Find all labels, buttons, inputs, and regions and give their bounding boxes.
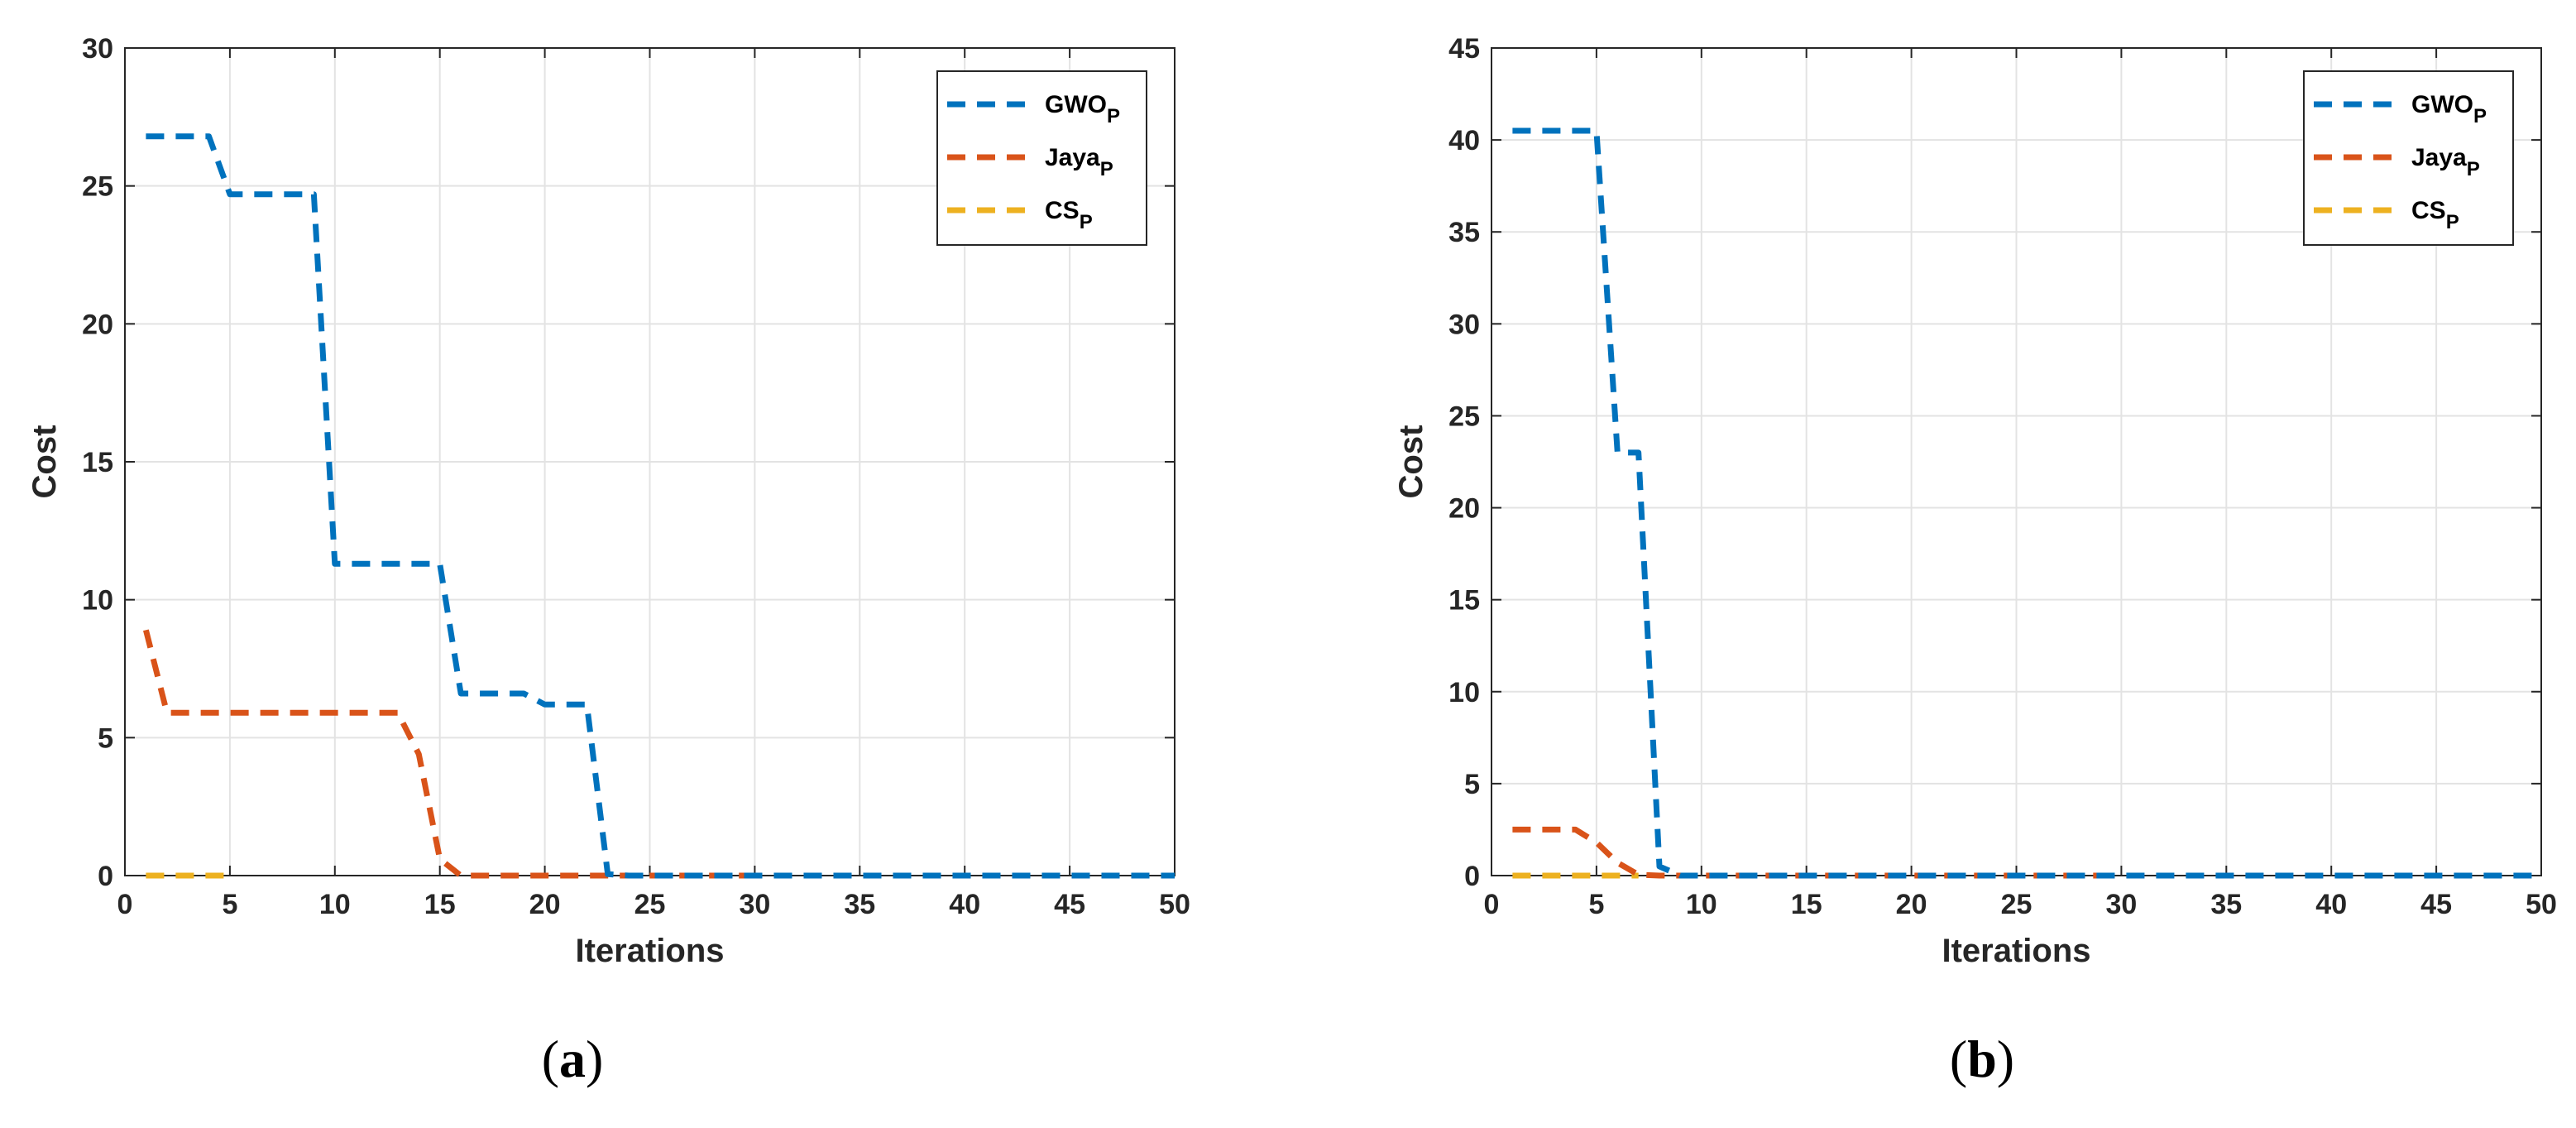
x-tick-label: 5 — [222, 889, 237, 920]
x-tick-label: 25 — [2001, 889, 2033, 920]
series-line-gwo — [146, 133, 1175, 879]
legend-box — [936, 70, 1147, 246]
y-tick-label: 25 — [82, 171, 113, 203]
x-tick-label: 40 — [2315, 889, 2347, 920]
x-axis-label: Iterations — [575, 933, 724, 969]
x-tick-label: 20 — [1896, 889, 1927, 920]
y-tick-label: 10 — [82, 585, 113, 617]
x-tick-label: 20 — [529, 889, 561, 920]
y-tick-label: 0 — [1464, 861, 1480, 892]
x-axis-label: Iterations — [1942, 933, 2090, 969]
chart-panel-b: 0 5 10 15 20 25 30 35 40 45 50 0 5 10 15 20 25 30 35 40 45 It… — [1393, 33, 2557, 1088]
y-tick-label: 0 — [98, 861, 113, 892]
x-tick-label: 0 — [117, 889, 133, 920]
y-tick-label: 5 — [98, 722, 113, 754]
y-tick-label: 35 — [1448, 217, 1480, 248]
x-tick-label: 45 — [2420, 889, 2452, 920]
y-axis-label: Cost — [26, 425, 63, 499]
x-tick-label: 10 — [319, 889, 351, 920]
x-tick-label: 15 — [424, 889, 456, 920]
legend-box — [2303, 70, 2514, 246]
series-line-gwo — [1512, 127, 2541, 879]
y-tick-label: 40 — [1448, 125, 1480, 156]
series-line-jaya — [143, 629, 755, 879]
y-tick-label: 20 — [1448, 493, 1480, 525]
panel-label: (b) — [1950, 1030, 2014, 1088]
x-tick-label: 50 — [1159, 889, 1190, 920]
x-tick-label: 40 — [949, 889, 980, 920]
x-tick-label: 15 — [1791, 889, 1822, 920]
y-tick-label: 25 — [1448, 401, 1480, 432]
chart-panel-a: 0 5 10 15 20 25 30 35 40 45 50 0 5 10 15 20 25 30 Iteratio… — [26, 33, 1190, 1088]
x-tick-label: 25 — [634, 889, 666, 920]
y-tick-label: 10 — [1448, 677, 1480, 708]
x-tick-label: 0 — [1484, 889, 1500, 920]
x-tick-label: 30 — [739, 889, 770, 920]
x-tick-label: 10 — [1686, 889, 1717, 920]
x-tick-label: 35 — [2210, 889, 2242, 920]
y-tick-label: 30 — [82, 33, 113, 65]
y-tick-label: 5 — [1464, 769, 1480, 800]
y-tick-label: 15 — [1448, 585, 1480, 617]
x-tick-label: 45 — [1054, 889, 1085, 920]
x-tick-label: 50 — [2526, 889, 2557, 920]
x-tick-label: 5 — [1588, 889, 1604, 920]
x-tick-label: 30 — [2105, 889, 2137, 920]
x-tick-label: 35 — [844, 889, 875, 920]
y-tick-label: 20 — [82, 309, 113, 340]
y-tick-label: 30 — [1448, 309, 1480, 340]
y-tick-label: 45 — [1448, 33, 1480, 65]
panel-label: (a) — [542, 1030, 604, 1088]
y-tick-label: 15 — [82, 447, 113, 478]
y-axis-label: Cost — [1393, 425, 1429, 499]
